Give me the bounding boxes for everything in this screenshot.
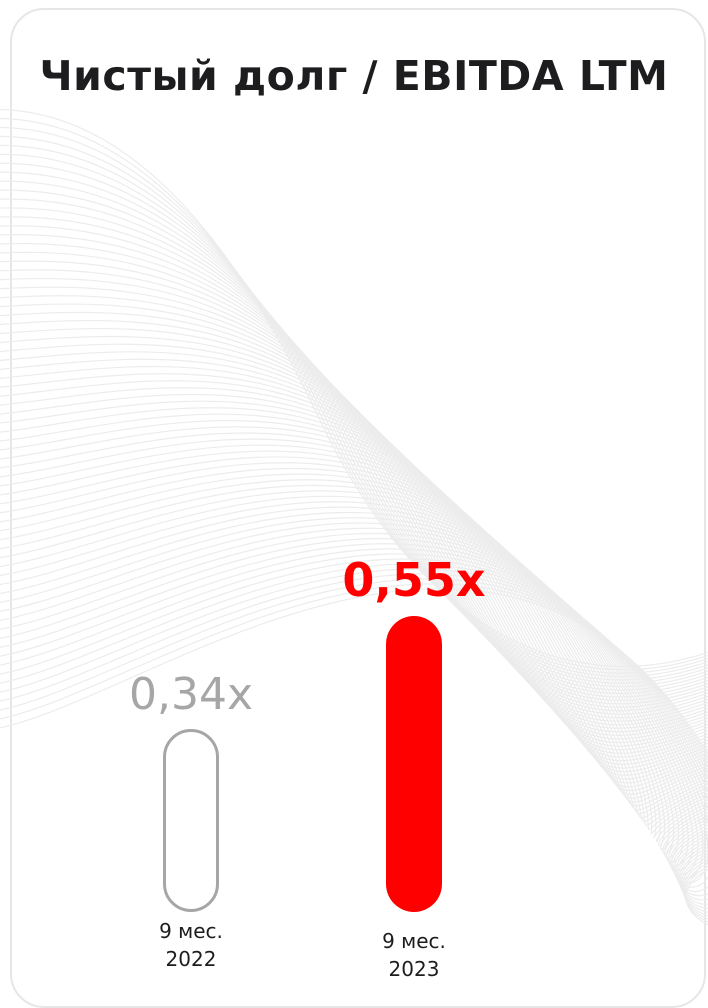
bar-1: [163, 729, 219, 912]
wave-line: [0, 495, 708, 855]
wave-line: [0, 506, 708, 863]
wave-line: [0, 484, 708, 847]
wave-line: [0, 511, 708, 867]
wave-line: [0, 568, 708, 913]
wave-line: [0, 117, 708, 671]
value-label-2: 0,55x: [342, 553, 485, 607]
wave-line: [0, 588, 708, 926]
wave-line: [0, 242, 708, 719]
wave-line: [0, 578, 708, 920]
wave-line: [0, 450, 708, 823]
wave-line: [0, 419, 708, 803]
wave-line: [0, 366, 708, 773]
bar-2: [386, 616, 442, 912]
wave-line: [0, 328, 708, 754]
wave-line: [0, 234, 708, 715]
wave-line: [0, 583, 708, 923]
wave-line: [0, 373, 708, 777]
wave-line: [0, 108, 708, 667]
category-label-1-line-1: 9 мес.: [159, 919, 223, 943]
wave-line: [0, 473, 708, 839]
wave-line: [0, 462, 708, 831]
wave-line: [0, 180, 708, 695]
wave-line: [0, 517, 708, 871]
wave-line: [0, 135, 708, 678]
wave-line: [0, 162, 708, 688]
wave-line: [0, 522, 708, 876]
wave-line: [0, 573, 708, 917]
wave-line: [0, 479, 708, 843]
wave-line: [0, 467, 708, 835]
category-label-2-line-2: 2023: [389, 957, 440, 981]
wave-line: [0, 198, 708, 701]
wave-line: [0, 319, 708, 751]
wave-line: [0, 351, 708, 765]
wave-line: [0, 251, 708, 722]
wave-line: [0, 490, 708, 851]
wave-line: [0, 144, 708, 681]
wave-line: [0, 501, 708, 859]
wave-line: [0, 438, 708, 815]
value-label-1: 0,34x: [129, 669, 253, 720]
chart-title: Чистый долг / EBITDA LTM: [39, 52, 669, 100]
wave-line: [0, 277, 708, 733]
category-label-1-line-2: 2022: [166, 947, 217, 971]
wave-line: [0, 456, 708, 827]
category-label-2-line-1: 9 мес.: [382, 929, 446, 953]
